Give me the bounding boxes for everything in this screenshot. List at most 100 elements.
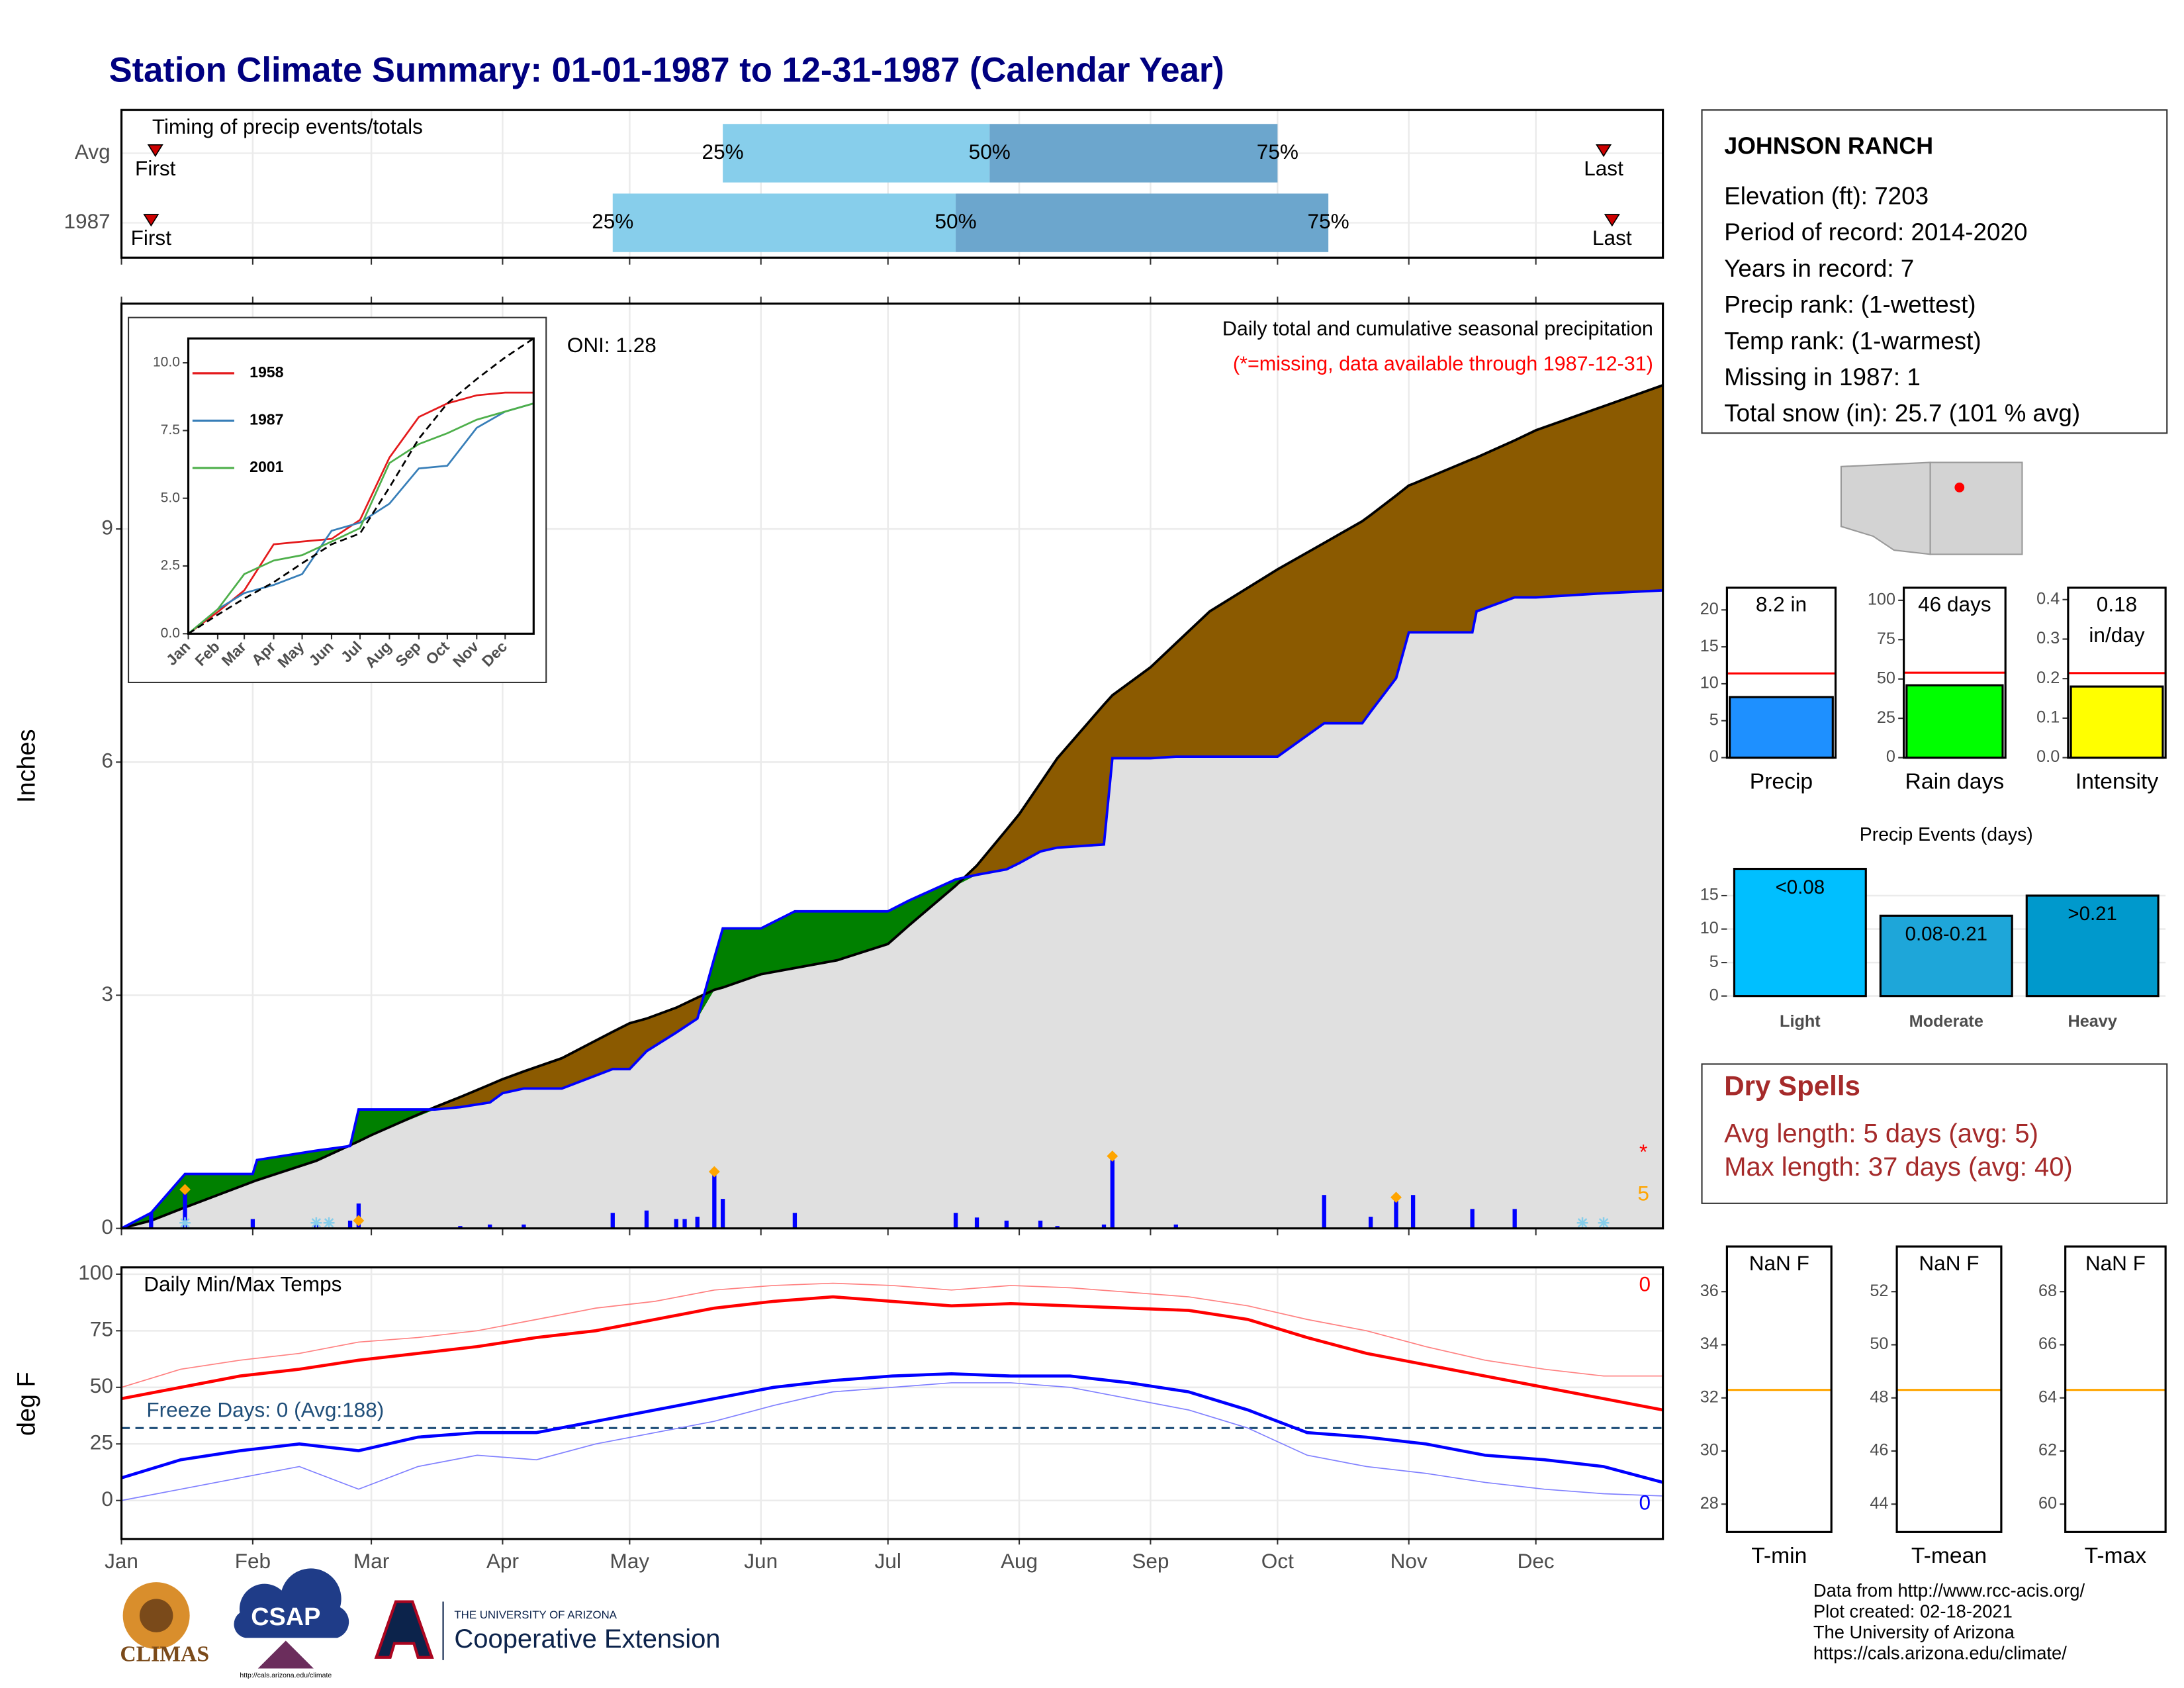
y-tick-label: 10.0 [153,355,180,370]
y-axis-label: deg F [13,1372,41,1436]
daily-bar [183,1189,187,1229]
station-line: Missing in 1987: 1 [1724,363,1921,391]
legend-label: 2001 [250,458,284,475]
station-line: Total snow (in): 25.7 (101 % avg) [1724,400,2080,427]
state-nm [1929,461,2023,555]
value-label: NaN F [1749,1252,1809,1276]
cumulative-line [120,588,1663,1230]
category-label: T-max [2085,1544,2147,1568]
bar-label: 0.08-0.21 [1905,923,1987,945]
panel-border [120,109,1664,259]
y-tick-label: 0 [1886,747,1895,766]
value-label-box: 0.18 in/day [2089,593,2145,648]
csap-mountain [257,1640,314,1669]
credit-line: https://cals.arizona.edu/climate/ [1813,1643,2067,1664]
y-tick-label: 44 [1870,1494,1888,1513]
panel-border [187,337,535,635]
station-line: Temp rank: (1-warmest) [1724,327,1981,354]
credit-line: Plot created: 02-18-2021 [1813,1601,2013,1622]
y-tick-label: 15 [1700,886,1719,904]
value-label: 0.18 in/day [2089,593,2145,648]
bar [2025,894,2160,998]
daily-bar [1470,1209,1475,1229]
oni-label: ONI: 1.28 [567,333,657,357]
station-line: Elevation (ft): 7203 [1724,182,1929,209]
daily-bar [1055,1226,1060,1229]
category-label: Rain days [1905,769,2005,794]
value-label: NaN F [1919,1252,1979,1276]
event-diamond [1390,1192,1402,1203]
daily-bar [1512,1209,1517,1229]
station-location [1954,483,1965,492]
y-axis-label: Inches [13,729,41,803]
daily-bar [1110,1156,1115,1229]
x-tick-label: Nov [1390,1549,1428,1573]
y-tick-label: 10 [1700,919,1719,937]
y-tick-label: 46 [1870,1441,1888,1460]
chart-title: Precip Events (days) [1860,824,2033,845]
y-tick-label: 20 [1700,600,1719,618]
event-diamond [1107,1150,1118,1162]
logo-url: http://cals.arizona.edu/climate [240,1671,332,1679]
y-tick-label: 100 [78,1260,113,1284]
row-label: 1987 [64,209,111,233]
y-tick-label: 0 [1709,986,1719,1004]
y-tick-label: 5.0 [161,490,180,505]
event-marker [143,214,159,227]
row-label: Avg [75,140,111,164]
y-tick-label: 0 [101,1487,113,1511]
station-line: Years in record: 7 [1724,255,1914,282]
y-tick-label: 5 [1709,710,1719,729]
y-tick-label: 30 [1700,1441,1719,1460]
y-tick-label: 15 [1700,637,1719,655]
series-line [187,338,535,635]
y-tick-label: 0 [101,1215,113,1239]
daily-bar [1394,1197,1398,1229]
y-tick-label: 62 [2038,1441,2057,1460]
x-tick-label: Apr [486,1549,519,1573]
value-bar [1729,696,1834,759]
page-title: Station Climate Summary: 01-01-1987 to 1… [109,50,1224,89]
y-tick-label: 7.5 [161,422,180,438]
snow-marker [1576,1217,1588,1229]
panel-border [120,303,1664,1230]
legend-label: 1987 [250,411,283,428]
daily-bar [974,1217,979,1229]
value-label-box: NaN F [1749,1252,1809,1276]
y-tick-label: 0.0 [161,626,180,641]
legend-label: 1958 [250,363,284,381]
y-tick-label: 2.5 [161,558,180,573]
note: 0 [1639,1272,1651,1295]
y-tick-label: 52 [1870,1282,1888,1300]
y-tick-label: 48 [1870,1387,1888,1406]
daily-bar [149,1213,154,1229]
bar [1733,867,1867,998]
panel [188,338,534,634]
y-tick-label: 75 [1877,630,1895,648]
value-label-box: NaN F [1919,1252,1979,1276]
daily-bar [674,1219,678,1229]
panel [121,1267,1663,1539]
y-tick-label: 50 [90,1374,113,1397]
daily-bar [488,1224,492,1229]
daily-bar [458,1226,463,1229]
y-tick-label: 100 [1868,590,1895,609]
credit-line: The University of Arizona [1813,1622,2015,1642]
y-tick-label: 0.2 [2036,669,2060,687]
y-tick-label: 5 [1709,953,1719,971]
daily-bar [682,1219,687,1229]
ua-logo [374,1600,434,1659]
event-diamond [353,1215,365,1227]
daily-bar [1101,1224,1107,1229]
y-tick-label: 28 [1700,1494,1719,1513]
cumulative-line [121,384,1664,1230]
y-tick-label: 25 [1877,708,1895,727]
bar-label: >0.21 [2068,903,2117,925]
freeze-label: Freeze Days: 0 (Avg:188) [146,1397,384,1421]
panel-border [1903,586,2007,759]
daily-bar [1410,1195,1416,1229]
x-tick-label: Jan [105,1549,138,1573]
y-tick-label: 50 [1877,669,1895,687]
